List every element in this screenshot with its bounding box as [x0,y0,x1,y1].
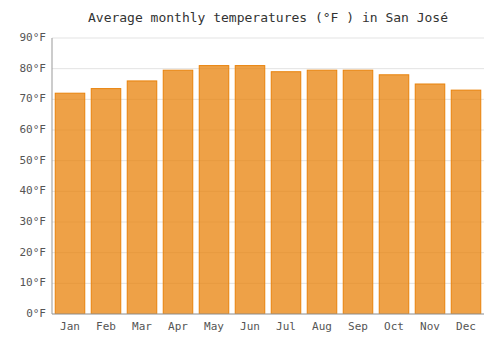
bar [307,70,337,314]
x-tick-label: Oct [384,320,404,333]
y-tick-label: 90°F [20,31,47,44]
x-tick-label: Jan [60,320,80,333]
y-axis [52,38,53,314]
grid-line [52,68,484,69]
x-tick-label: Jul [276,320,296,333]
grid-line [52,38,484,39]
grid-line [52,314,484,315]
y-tick-label: 70°F [20,92,47,105]
bar [199,66,229,314]
y-tick-label: 20°F [20,246,47,259]
x-axis [52,314,484,315]
chart-container: 0°F 10°F 20°F 30°F 40°F 50°F 60°F 70°F 80°F 90°F J… [0,0,500,350]
y-tick-label: 50°F [20,154,47,167]
bar [271,72,301,314]
y-ticks: 0°F 10°F 20°F 30°F 40°F 50°F 60°F 70°F 80°F 90°F [20,31,47,320]
chart: 0°F 10°F 20°F 30°F 40°F 50°F 60°F 70°F 80°F 90°F J… [0,0,500,350]
y-tick-label: 30°F [20,215,47,228]
bars [55,66,481,314]
y-tick-label: 0°F [26,307,46,320]
bar [163,70,193,314]
bar [451,90,481,314]
x-tick-label: Nov [420,320,440,333]
x-tick-label: Apr [168,320,188,333]
title: Average monthly temperatures (°F ) in Sa… [88,10,448,25]
bar [415,84,445,314]
bar [379,75,409,314]
x-tick-label: Mar [132,320,152,333]
bar [127,81,157,314]
x-tick-label: Sep [348,320,368,333]
x-tick-label: Feb [96,320,116,333]
x-tick-label: May [204,320,224,333]
bar [55,93,85,314]
y-tick-label: 80°F [20,62,47,75]
bar [235,66,265,314]
grid [52,38,484,314]
y-tick-label: 40°F [20,184,47,197]
x-tick-label: Jun [240,320,260,333]
bar [343,70,373,314]
x-ticks: Jan Feb Mar Apr May Jun Jul Aug Sep Oct Nov Dec [60,320,476,333]
page: {"chart_data": {"type": "bar", "title": … [0,0,500,350]
x-tick-label: Dec [456,320,476,333]
bar [91,89,121,314]
x-tick-label: Aug [312,320,332,333]
y-tick-label: 60°F [20,123,47,136]
y-tick-label: 10°F [20,276,47,289]
